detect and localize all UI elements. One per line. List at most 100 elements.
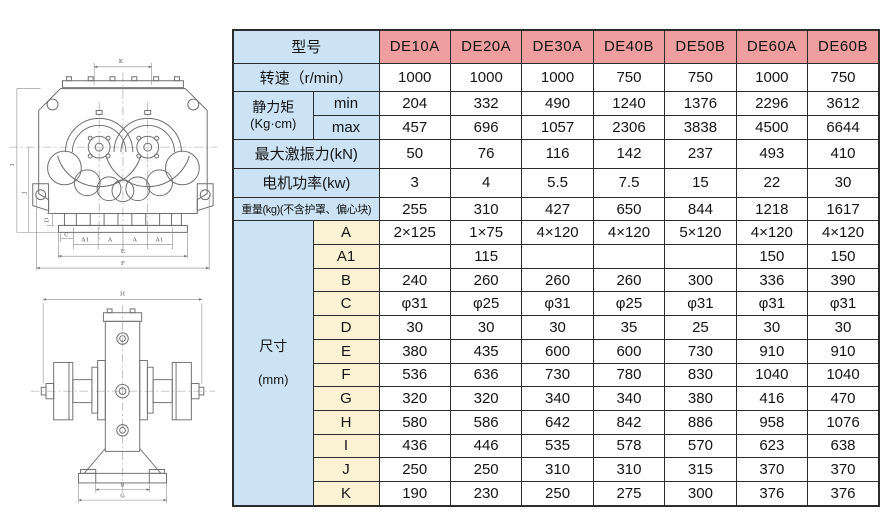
value-cell: 490 — [521, 91, 594, 117]
value-cell: φ31 — [807, 291, 880, 317]
value-cell: 600 — [592, 338, 666, 364]
value-cell: 830 — [664, 362, 737, 388]
value-cell: 275 — [592, 480, 666, 507]
shafts-and-weights — [40, 361, 205, 421]
value-cell: 1076 — [807, 409, 880, 435]
value-cell: 320 — [378, 386, 451, 411]
dim-letter-cell: F — [312, 362, 380, 388]
exciter-side-view-drawing: H B G — [30, 292, 216, 503]
value-cell: 5.5 — [521, 167, 594, 198]
model-name-cell: DE60B — [807, 29, 880, 64]
value-cell: 642 — [521, 409, 594, 435]
value-cell: 750 — [807, 62, 880, 93]
value-cell: 390 — [807, 267, 880, 293]
value-cell: 5×120 — [664, 220, 737, 246]
value-cell: 150 — [735, 244, 809, 269]
model-name-cell: DE20A — [449, 29, 523, 64]
value-cell: 1×75 — [449, 220, 523, 246]
value-cell: 300 — [664, 480, 737, 507]
spec-label-cell: 电机功率(kw) — [232, 167, 380, 198]
value-cell: 380 — [664, 386, 737, 411]
value-cell — [378, 244, 451, 269]
housing-outline — [32, 76, 214, 215]
value-cell: 237 — [664, 138, 737, 169]
value-cell — [592, 244, 666, 269]
value-cell: 4×120 — [807, 220, 880, 246]
value-cell: 142 — [592, 138, 666, 169]
value-cell: 844 — [664, 196, 737, 222]
value-cell: φ31 — [664, 291, 737, 317]
spec-label-cell: 最大激振力(kN) — [232, 138, 380, 169]
dim-letter-cell: A — [312, 220, 380, 246]
value-cell: 250 — [449, 457, 523, 482]
dim-label-f: F — [121, 260, 125, 267]
value-cell: 650 — [592, 196, 666, 222]
dim-label-d: D — [44, 217, 51, 222]
value-cell: 578 — [592, 433, 666, 459]
value-cell: φ25 — [592, 291, 666, 317]
value-cell: 76 — [449, 138, 523, 169]
dim-letter-cell: C — [312, 291, 380, 317]
dim-letter-cell: A1 — [312, 244, 380, 269]
value-cell: 15 — [664, 167, 737, 198]
dim-letter-cell: E — [312, 338, 380, 364]
spec-table-body: 型号 DE10A DE20A DE30A DE40B DE50B DE60A DE60B 转速（… — [232, 29, 880, 507]
spec-label-cell: 重量(kg)(不含护罩、偏心块) — [232, 196, 380, 222]
sub-label-cell: max — [312, 115, 380, 140]
value-cell: 4500 — [735, 115, 809, 140]
value-cell: 115 — [449, 244, 523, 269]
value-cell: 842 — [592, 409, 666, 435]
value-cell: 1376 — [664, 91, 737, 117]
value-cell: 310 — [449, 196, 523, 222]
value-cell: 320 — [449, 386, 523, 411]
value-cell: 300 — [664, 267, 737, 293]
value-cell: 340 — [592, 386, 666, 411]
value-cell: 190 — [378, 480, 451, 507]
value-cell: 370 — [735, 457, 809, 482]
dim-label-a-left: A — [107, 236, 113, 243]
value-cell: 116 — [521, 138, 594, 169]
value-cell: 260 — [449, 267, 523, 293]
value-cell: 2296 — [735, 91, 809, 117]
value-cell: 696 — [449, 115, 523, 140]
value-cell: 310 — [521, 457, 594, 482]
value-cell: 750 — [664, 62, 737, 93]
mounting-foot — [78, 448, 167, 484]
spec-table: 型号 DE10A DE20A DE30A DE40B DE50B DE60A DE60B 转速（… — [232, 29, 880, 507]
value-cell: 580 — [378, 409, 451, 435]
value-cell — [664, 244, 737, 269]
model-name-cell: DE50B — [664, 29, 737, 64]
dim-letter-cell: J — [312, 457, 380, 482]
value-cell: 250 — [378, 457, 451, 482]
dim-label-h: H — [120, 292, 125, 298]
value-cell: 30 — [735, 315, 809, 340]
value-cell: 22 — [735, 167, 809, 198]
value-cell: 958 — [735, 409, 809, 435]
value-cell: 30 — [521, 315, 594, 340]
dim-label-b: B — [120, 483, 124, 489]
value-cell: 750 — [592, 62, 666, 93]
value-cell: 4×120 — [521, 220, 594, 246]
value-cell: 435 — [449, 338, 523, 364]
value-cell: φ31 — [735, 291, 809, 317]
value-cell: 255 — [378, 196, 451, 222]
dimension-lines: K A1 A A A1 C E F D I — [9, 58, 210, 271]
model-name-cell: DE60A — [735, 29, 809, 64]
value-cell: 204 — [378, 91, 451, 117]
value-cell: 1218 — [735, 196, 809, 222]
dim-label-i: I — [9, 163, 16, 166]
value-cell: 230 — [449, 480, 523, 507]
value-cell: 332 — [449, 91, 523, 117]
value-cell: 3 — [378, 167, 451, 198]
value-cell: 536 — [378, 362, 451, 388]
value-cell: 2×125 — [378, 220, 451, 246]
value-cell: 240 — [378, 267, 451, 293]
dimension-lines: H B G — [42, 292, 203, 503]
value-cell: 586 — [449, 409, 523, 435]
value-cell: 35 — [592, 315, 666, 340]
group-label-cell: 静力矩 (Kg·cm) — [232, 91, 314, 140]
value-cell: 493 — [735, 138, 809, 169]
dim-letter-cell: G — [312, 386, 380, 411]
model-name-cell: DE10A — [378, 29, 451, 64]
value-cell: 446 — [449, 433, 523, 459]
